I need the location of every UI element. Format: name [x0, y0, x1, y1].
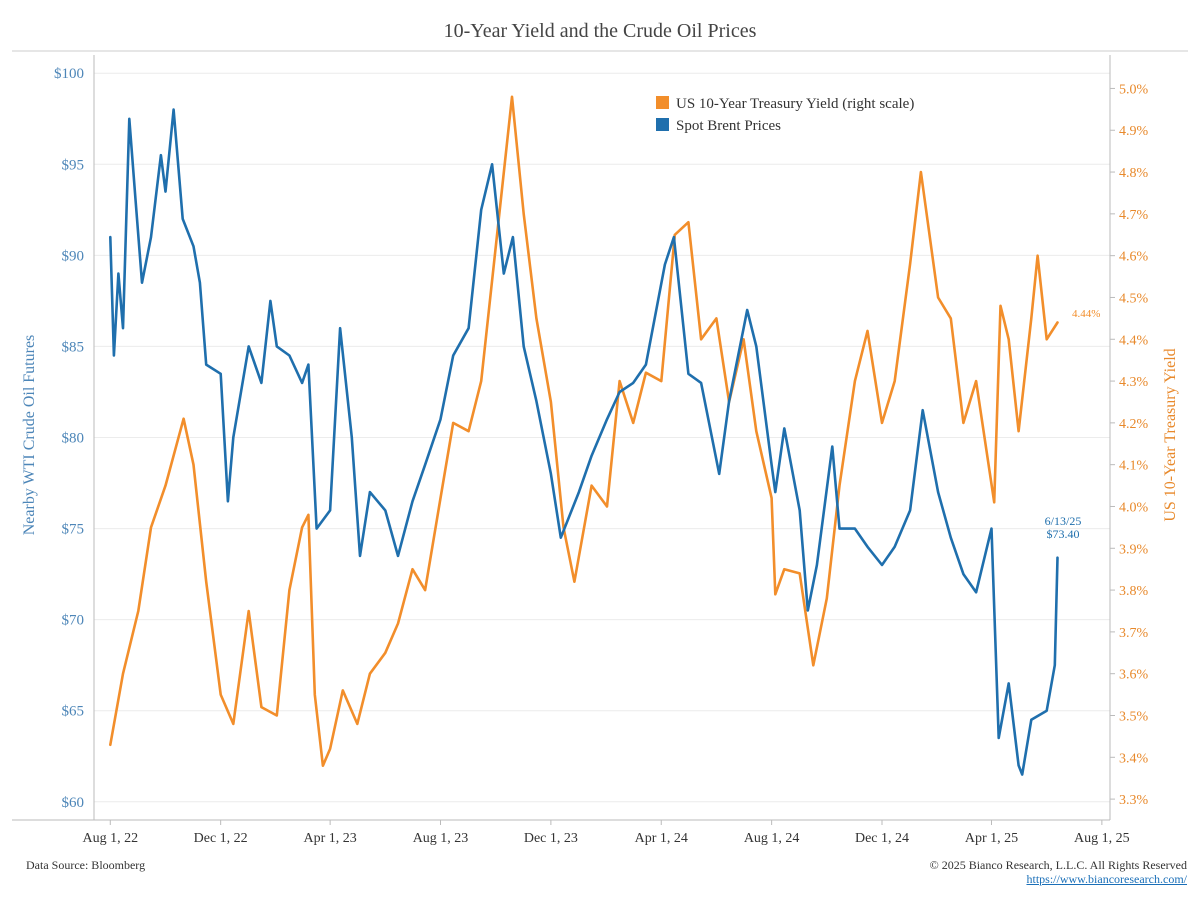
- yield-end-value-label: 4.44%: [1072, 308, 1100, 320]
- left-tick-label-1: $65: [62, 704, 85, 720]
- right-tick-label-10: 4.3%: [1119, 375, 1149, 390]
- right-tick-label-7: 4.0%: [1119, 500, 1149, 515]
- left-axis-title: Nearby WTI Crude Oil Futures: [21, 335, 38, 536]
- left-tick-label-0: $60: [62, 795, 85, 811]
- right-tick-label-0: 3.3%: [1119, 793, 1149, 808]
- website-link[interactable]: https://www.biancoresearch.com/: [1026, 872, 1187, 886]
- right-tick-label-11: 4.4%: [1119, 333, 1149, 348]
- legend-label-brent: Spot Brent Prices: [676, 118, 781, 134]
- right-tick-label-16: 4.9%: [1119, 124, 1149, 139]
- left-tick-label-2: $70: [62, 613, 85, 629]
- right-tick-label-14: 4.7%: [1119, 208, 1149, 223]
- right-tick-label-13: 4.6%: [1119, 250, 1149, 265]
- series-line-yield: [109, 95, 1059, 768]
- right-tick-label-1: 3.4%: [1119, 751, 1149, 766]
- right-axis-ticks: 3.3% 3.4% 3.5% 3.6% 3.7% 3.8% 3.9% 4.0% 4.1% 4.2%…: [1110, 82, 1149, 808]
- legend-swatch-brent: [656, 118, 669, 131]
- x-axis-ticks: Aug 1, 22 Dec 1, 22 Apr 1, 23 Aug 1, 23 Dec …: [82, 820, 1130, 846]
- right-tick-label-15: 4.8%: [1119, 166, 1149, 181]
- gridlines: [94, 72, 1110, 803]
- x-tick-label-7: Dec 1, 24: [855, 831, 909, 846]
- legend-swatch-yield: [656, 96, 669, 109]
- right-tick-label-12: 4.5%: [1119, 291, 1149, 306]
- left-tick-label-6: $90: [62, 248, 85, 264]
- legend: US 10-Year Treasury Yield (right scale) …: [656, 96, 914, 134]
- left-axis-ticks: $60 $65 $70 $75 $80 $85 $90 $95 $100: [54, 66, 84, 811]
- right-axis-title: US 10-Year Treasury Yield: [1162, 348, 1179, 521]
- series-line-brent: [109, 108, 1059, 776]
- end-annotations: 6/13/25 $73.40 4.44%: [1045, 308, 1101, 541]
- chart-title: 10-Year Yield and the Crude Oil Prices: [444, 20, 757, 42]
- data-source: Data Source: Bloomberg: [26, 858, 146, 872]
- x-tick-label-3: Aug 1, 23: [413, 831, 469, 846]
- right-tick-label-8: 4.1%: [1119, 459, 1149, 474]
- right-tick-label-2: 3.5%: [1119, 709, 1149, 724]
- right-tick-label-17: 5.0%: [1119, 82, 1149, 97]
- x-tick-label-6: Aug 1, 24: [744, 831, 800, 846]
- right-tick-label-3: 3.6%: [1119, 668, 1149, 683]
- x-tick-label-2: Apr 1, 23: [303, 831, 356, 846]
- left-tick-label-5: $85: [62, 339, 85, 355]
- left-tick-label-3: $75: [62, 522, 85, 538]
- right-tick-label-9: 4.2%: [1119, 417, 1149, 432]
- left-tick-label-4: $80: [62, 431, 85, 447]
- x-tick-label-0: Aug 1, 22: [82, 831, 138, 846]
- right-tick-label-6: 3.9%: [1119, 542, 1149, 557]
- left-tick-label-7: $95: [62, 157, 85, 173]
- x-tick-label-4: Dec 1, 23: [524, 831, 578, 846]
- copyright: © 2025 Bianco Research, L.L.C. All Right…: [929, 858, 1187, 872]
- series-layer: [109, 95, 1059, 776]
- x-tick-label-8: Apr 1, 25: [965, 831, 1018, 846]
- legend-label-yield: US 10-Year Treasury Yield (right scale): [676, 96, 914, 112]
- url-wrapper: https://www.biancoresearch.com/: [1026, 872, 1187, 887]
- oil-end-value-label: $73.40: [1047, 527, 1080, 541]
- left-tick-label-8: $100: [54, 66, 84, 82]
- axes: [12, 55, 1111, 821]
- x-tick-label-9: Aug 1, 25: [1074, 831, 1130, 846]
- right-tick-label-5: 3.8%: [1119, 584, 1149, 599]
- right-tick-label-4: 3.7%: [1119, 626, 1149, 641]
- oil-end-date-label: 6/13/25: [1045, 514, 1082, 528]
- x-tick-label-1: Dec 1, 22: [194, 831, 248, 846]
- x-tick-label-5: Apr 1, 24: [635, 831, 688, 846]
